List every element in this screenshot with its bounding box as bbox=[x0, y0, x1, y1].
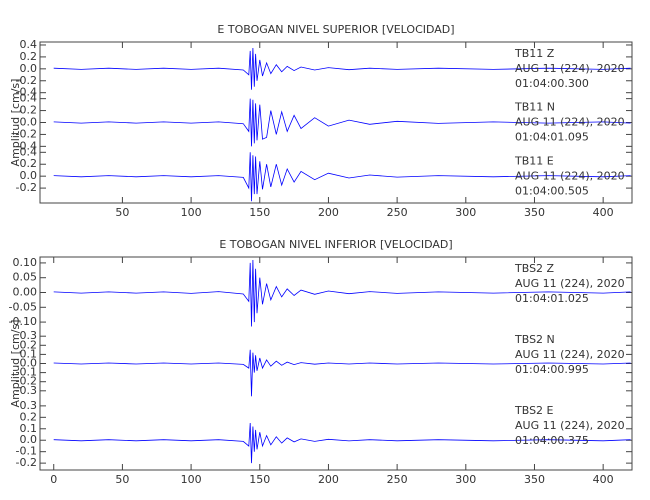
time-label: 01:04:00.300 bbox=[515, 77, 589, 90]
waveform bbox=[53, 349, 631, 397]
plot-frame bbox=[39, 41, 633, 204]
date-label: AUG 11 (224), 2020 bbox=[515, 348, 625, 361]
y-tick-label: -0.2 bbox=[16, 74, 37, 87]
y-tick-label: -0.2 bbox=[16, 456, 37, 469]
time-label: 01:04:00.995 bbox=[515, 363, 589, 376]
x-tick-label: 200 bbox=[318, 206, 339, 219]
x-tick-label: 300 bbox=[455, 206, 476, 219]
station-label: TBS2 E bbox=[514, 404, 554, 417]
x-tick-label: 350 bbox=[524, 206, 545, 219]
x-tick-label: 0 bbox=[50, 473, 57, 486]
y-tick-label: 0.2 bbox=[20, 50, 38, 63]
y-tick-label: -0.1 bbox=[16, 366, 37, 379]
station-label: TB11 N bbox=[514, 101, 555, 114]
time-label: 01:04:00.505 bbox=[515, 184, 589, 197]
x-tick-label: 250 bbox=[387, 473, 408, 486]
y-tick-label: 0.1 bbox=[20, 347, 38, 360]
time-label: 01:04:01.025 bbox=[515, 292, 589, 305]
panel-title: E TOBOGAN NIVEL INFERIOR [VELOCIDAD] bbox=[219, 238, 452, 251]
x-tick-label: 100 bbox=[181, 473, 202, 486]
date-label: AUG 11 (224), 2020 bbox=[515, 116, 625, 129]
y-tick-label: -0.2 bbox=[16, 181, 37, 194]
waveform bbox=[53, 98, 631, 147]
date-label: AUG 11 (224), 2020 bbox=[515, 62, 625, 75]
time-label: 01:04:01.095 bbox=[515, 131, 589, 144]
y-tick-label: 0.4 bbox=[20, 145, 38, 158]
y-tick-label: -0.4 bbox=[16, 139, 37, 152]
station-label: TBS2 N bbox=[514, 333, 555, 346]
waveform bbox=[53, 47, 631, 90]
station-label: TB11 Z bbox=[514, 47, 555, 60]
date-label: AUG 11 (224), 2020 bbox=[515, 277, 625, 290]
y-tick-label: -0.2 bbox=[16, 127, 37, 140]
x-tick-label: 150 bbox=[249, 473, 270, 486]
station-label: TB11 E bbox=[514, 154, 554, 167]
x-tick-label: 50 bbox=[115, 473, 129, 486]
panel-title: E TOBOGAN NIVEL SUPERIOR [VELOCIDAD] bbox=[217, 23, 454, 36]
date-label: AUG 11 (224), 2020 bbox=[515, 169, 625, 182]
y-tick-label: 0.0 bbox=[20, 62, 38, 75]
x-tick-label: 250 bbox=[387, 206, 408, 219]
y-tick-label: 0.00 bbox=[13, 286, 38, 299]
y-tick-label: 0.4 bbox=[20, 38, 38, 51]
waveform bbox=[53, 259, 631, 327]
y-tick-label: 0.0 bbox=[20, 433, 38, 446]
y-axis-label: Amplitud [cm/s] bbox=[9, 79, 22, 167]
plot-frame bbox=[39, 256, 633, 471]
date-label: AUG 11 (224), 2020 bbox=[515, 419, 625, 432]
y-tick-label: -0.3 bbox=[16, 384, 37, 397]
y-tick-label: 0.2 bbox=[20, 338, 38, 351]
waveform bbox=[53, 422, 631, 464]
y-tick-label: 0.3 bbox=[20, 399, 38, 412]
x-tick-label: 150 bbox=[249, 206, 270, 219]
y-tick-label: 0.1 bbox=[20, 422, 38, 435]
y-tick-label: -0.10 bbox=[9, 315, 37, 328]
y-tick-label: 0.2 bbox=[20, 104, 38, 117]
x-tick-label: 50 bbox=[115, 206, 129, 219]
x-tick-label: 300 bbox=[455, 473, 476, 486]
y-axis-label: Amplitud [cm/s] bbox=[9, 320, 22, 408]
x-tick-label: 400 bbox=[593, 206, 614, 219]
y-tick-label: 0.0 bbox=[20, 169, 38, 182]
y-tick-label: -0.2 bbox=[16, 375, 37, 388]
y-tick-label: 0.2 bbox=[20, 410, 38, 423]
x-tick-label: 350 bbox=[524, 473, 545, 486]
x-tick-label: 200 bbox=[318, 473, 339, 486]
y-tick-label: 0.0 bbox=[20, 357, 38, 370]
y-tick-label: 0.10 bbox=[13, 256, 38, 269]
time-label: 01:04:00.375 bbox=[515, 434, 589, 447]
station-label: TBS2 Z bbox=[514, 262, 555, 275]
x-tick-label: 100 bbox=[181, 206, 202, 219]
y-tick-label: -0.05 bbox=[9, 300, 37, 313]
y-tick-label: 0.3 bbox=[20, 329, 38, 342]
y-tick-label: 0.4 bbox=[20, 92, 38, 105]
y-tick-label: 0.0 bbox=[20, 116, 38, 129]
waveform bbox=[53, 152, 631, 202]
x-tick-label: 400 bbox=[593, 473, 614, 486]
y-tick-label: -0.1 bbox=[16, 445, 37, 458]
y-tick-label: -0.4 bbox=[16, 86, 37, 99]
y-tick-label: 0.2 bbox=[20, 157, 38, 170]
y-tick-label: 0.05 bbox=[13, 271, 38, 284]
